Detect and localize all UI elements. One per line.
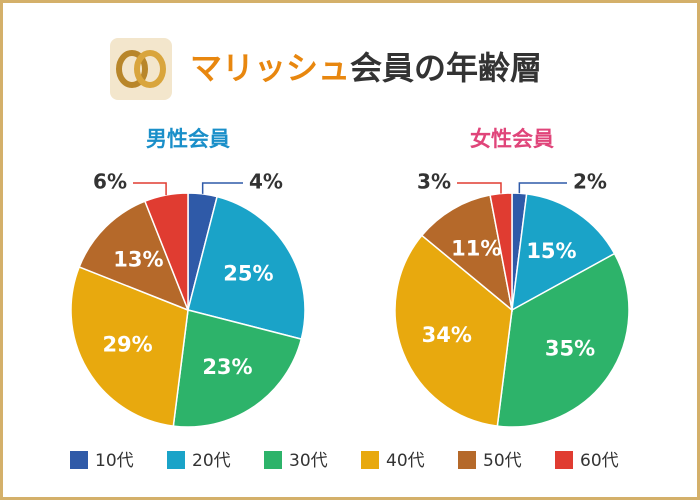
pie-slice [511, 193, 616, 312]
legend-label: 30代 [289, 451, 328, 471]
pie-slice [394, 234, 513, 427]
legend-swatch [361, 451, 379, 469]
leader-line [201, 182, 243, 194]
page-title: マリッシュ会員の年齢層 [190, 49, 542, 87]
legend-swatch [555, 451, 573, 469]
data-label: 2% [573, 170, 607, 194]
legend-label: 40代 [386, 451, 425, 471]
data-label: 25% [223, 261, 273, 285]
data-label: 6% [93, 170, 127, 194]
data-label: 34% [422, 323, 472, 347]
leader-line [457, 182, 502, 194]
title-rest: 会員の年齢層 [350, 49, 542, 87]
pie-title: 男性会員 [146, 127, 230, 151]
legend-label: 20代 [192, 451, 231, 471]
pie-slice [187, 195, 306, 341]
leader-line [518, 182, 567, 194]
legend-swatch [70, 451, 88, 469]
logo [110, 38, 172, 100]
leader-line [133, 182, 167, 196]
data-label: 11% [451, 237, 501, 261]
data-label: 29% [102, 333, 152, 357]
title-brand: マリッシュ [190, 49, 350, 87]
data-label: 3% [417, 170, 451, 194]
legend-label: 50代 [483, 451, 522, 471]
data-label: 23% [202, 355, 252, 379]
pie-title: 女性会員 [470, 127, 554, 151]
legend-label: 60代 [580, 451, 619, 471]
legend-label: 10代 [95, 451, 134, 471]
pie-slice [420, 194, 514, 312]
pie-slice [70, 265, 189, 427]
legend-swatch [167, 451, 185, 469]
legend-swatch [264, 451, 282, 469]
pie-slice [78, 200, 190, 312]
data-label: 15% [526, 239, 576, 263]
pie-slice [172, 309, 303, 428]
data-label: 4% [249, 170, 283, 194]
pie-slice [496, 252, 630, 428]
data-label: 13% [113, 247, 163, 271]
data-label: 35% [545, 336, 595, 360]
legend-swatch [458, 451, 476, 469]
pie-slice [143, 192, 189, 311]
